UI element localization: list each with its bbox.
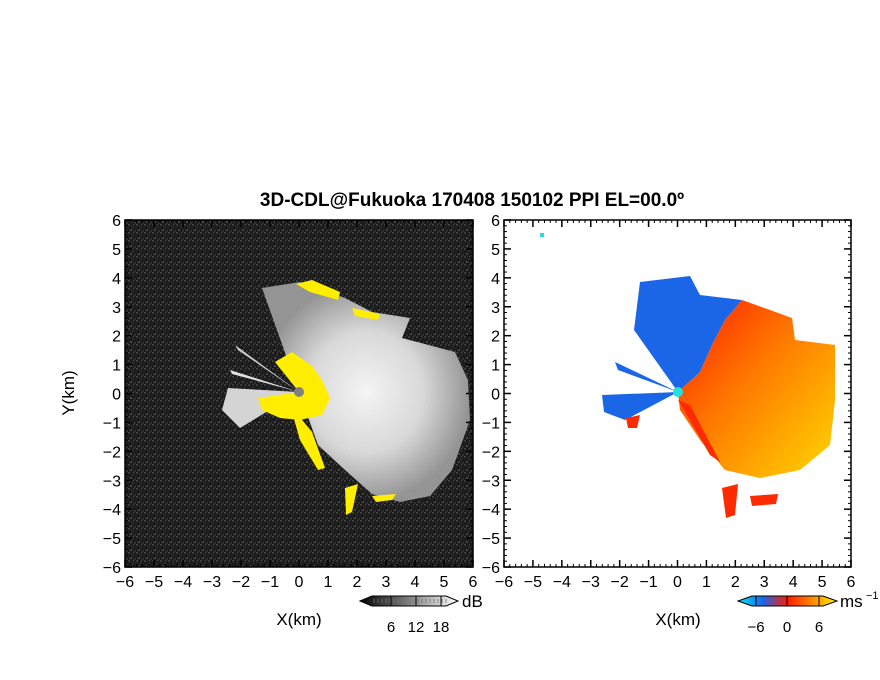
reflectivity-panel: −6 −5 −4 −3 −2 −1 0 1 2 3 4 5 6 6 5 4 3 2 1 0 −1 −2 −3 −4 −5 −6 X… [59,213,478,629]
left-y-axis-label: Y(km) [59,370,78,415]
velocity-far-return [750,494,778,506]
gray-colorbar-bar [358,595,460,607]
y-tick-label: −6 [103,560,121,577]
reflectivity-field [222,280,470,515]
gray-colorbar-ticks: 6 12 18 [373,596,450,636]
x-tick-label: 5 [818,574,827,591]
x-tick-label: −5 [524,574,542,591]
y-tick-label: 5 [112,242,121,259]
y-tick-label: 0 [112,387,121,404]
velocity-toward-wedge [602,392,678,420]
velocity-colorbar-unit: ms [840,592,863,611]
velocity-far-return [626,415,640,428]
saturated-edge [345,484,358,515]
velocity-colorbar: −6 0 6 ms −1 [736,590,879,636]
reflectivity-colorbar: 6 12 18 dB [358,592,483,636]
saturated-streak [290,405,325,470]
velocity-colorbar-unit-exponent: −1 [866,590,879,602]
y-tick-label: −4 [482,502,500,519]
x-tick-label: −4 [553,574,571,591]
left-x-axis-label: X(km) [276,610,321,629]
x-tick-label: −3 [203,574,221,591]
right-x-axis-label: X(km) [655,610,700,629]
y-tick-label: 0 [491,387,500,404]
x-tick-label: 2 [731,574,740,591]
x-tick-label: −4 [174,574,192,591]
velocity-isolated-pixel [540,233,544,237]
saturated-near-field [258,352,330,420]
x-tick-label: 1 [702,574,711,591]
x-tick-label: −6 [495,574,513,591]
saturated-edge [372,494,396,502]
colorbar-tick-label: 18 [433,619,450,636]
x-tick-label: 3 [382,574,391,591]
figure-title: 3D-CDL@Fukuoka 170408 150102 PPI EL=00.0… [260,190,684,211]
y-tick-label: −1 [103,415,121,432]
x-tick-label: −6 [116,574,134,591]
colorbar-tick-label: 6 [387,619,395,636]
radar-site-marker [673,387,683,397]
echo-streak [235,345,299,392]
colorbar-tick-label: 6 [815,619,823,636]
x-tick-label: −5 [145,574,163,591]
velocity-far-return [722,484,738,518]
x-tick-label: 2 [353,574,362,591]
y-tick-label: 2 [112,329,121,346]
x-tick-label: −2 [611,574,629,591]
velocity-toward-region [634,276,742,392]
y-tick-label: 2 [491,329,500,346]
y-tick-label: 4 [112,271,121,288]
x-tick-label: 1 [324,574,333,591]
gray-colorbar-unit: dB [462,592,483,611]
y-tick-label: −2 [482,444,500,461]
y-tick-label: 4 [491,271,500,288]
x-tick-label: 0 [673,574,682,591]
colorbar-tick-label: 12 [408,619,425,636]
y-tick-label: −3 [482,473,500,490]
x-tick-label: 3 [760,574,769,591]
saturated-edge [352,308,380,320]
y-tick-label: −5 [103,531,121,548]
y-tick-label: −1 [482,415,500,432]
y-tick-label: 6 [491,213,500,230]
y-tick-label: 5 [491,242,500,259]
x-tick-label: 4 [411,574,420,591]
velocity-away-streak [678,400,720,462]
velocity-colorbar-ticks: −6 0 6 [747,596,823,636]
y-tick-label: −6 [482,560,500,577]
y-tick-label: −3 [103,473,121,490]
velocity-toward-streak [615,362,678,392]
left-axes: −6 −5 −4 −3 −2 −1 0 1 2 3 4 5 6 6 5 4 3 2 1 0 −1 −2 −3 −4 −5 −6 [103,213,478,591]
y-tick-label: 1 [491,358,500,375]
saturated-edge [296,280,340,300]
y-tick-label: 3 [112,300,121,317]
velocity-away-region [678,300,835,478]
x-tick-label: −2 [232,574,250,591]
y-tick-label: −5 [482,531,500,548]
colorbar-tick-label: −6 [747,619,764,636]
y-tick-label: 3 [491,300,500,317]
radar-site-marker [294,387,304,397]
y-tick-label: 1 [112,358,121,375]
y-tick-label: 6 [112,213,121,230]
y-tick-label: −2 [103,444,121,461]
x-tick-label: 4 [789,574,798,591]
colorbar-tick-label: 0 [783,619,791,636]
right-axes: −6 −5 −4 −3 −2 −1 0 1 2 3 4 5 6 6 5 4 3 2 1 0 −1 −2 −3 −4 −5 −6 [482,213,856,591]
echo-region [262,282,470,502]
y-tick-label: −4 [103,502,121,519]
x-tick-label: 6 [847,574,856,591]
x-tick-label: −1 [639,574,657,591]
velocity-panel: −6 −5 −4 −3 −2 −1 0 1 2 3 4 5 6 6 5 4 3 2 1 0 −1 −2 −3 −4 −5 −6 X… [482,213,856,629]
velocity-field [540,233,835,518]
x-tick-label: 6 [469,574,478,591]
x-tick-label: −3 [582,574,600,591]
echo-streak [230,370,299,392]
x-tick-label: 0 [295,574,304,591]
x-tick-label: −1 [261,574,279,591]
x-tick-label: 5 [440,574,449,591]
